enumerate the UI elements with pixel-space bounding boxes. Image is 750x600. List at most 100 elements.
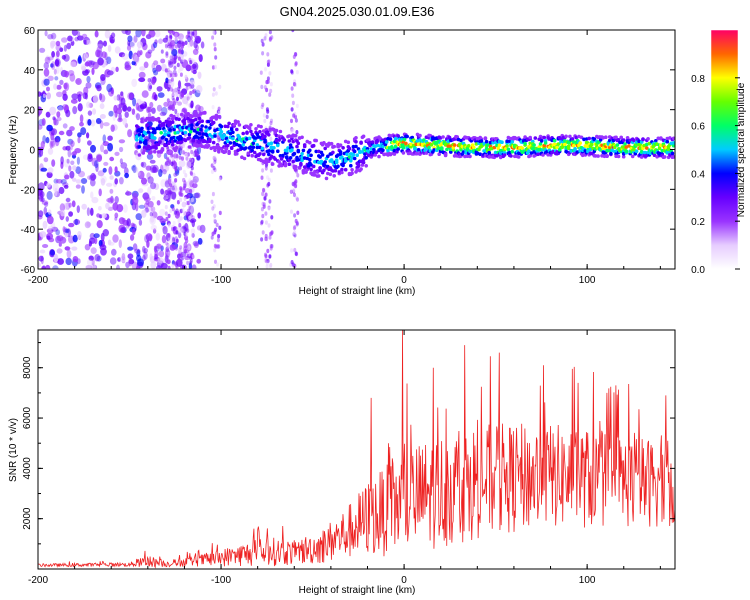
- spectrogram-band-blob: [217, 234, 221, 239]
- spectrogram-ridge-point: [245, 131, 249, 135]
- spectrogram-ridge-point: [259, 124, 263, 129]
- spectrogram-noise-blob: [60, 210, 66, 217]
- spectrogram-band-blob: [181, 57, 185, 63]
- spectrogram-noise-blob: [124, 172, 129, 179]
- spectrogram-band-blob: [167, 233, 171, 238]
- spectrogram-noise-blob: [100, 144, 104, 153]
- spectrogram-ridge-point: [302, 143, 307, 147]
- spectrogram-band-blob: [182, 141, 186, 146]
- spectrogram-ridge-point: [405, 134, 410, 139]
- spectrogram-noise-blob: [68, 222, 75, 228]
- spectrogram-band-blob: [165, 164, 168, 169]
- spectrogram-band-blob: [169, 87, 173, 92]
- spectrogram-noise-blob: [192, 240, 200, 247]
- spectrogram-ridge-point: [332, 144, 337, 149]
- spectrogram-noise-blob: [92, 94, 99, 104]
- spectrogram-noise-blob: [143, 251, 148, 260]
- spectrogram-ridge-point: [479, 139, 484, 143]
- spectrogram-ridge-point: [578, 141, 582, 145]
- spectrogram-band-blob: [168, 160, 172, 165]
- spectrogram-ridge-point: [393, 144, 398, 149]
- spectrogram-noise-blob: [90, 247, 97, 255]
- spectrogram-ridge-point: [158, 120, 162, 124]
- spectrogram-band-blob: [177, 86, 181, 92]
- spectrogram-band-blob: [173, 65, 177, 71]
- spectrogram-ridge-point: [203, 110, 207, 115]
- spectrogram-ridge-point: [609, 151, 613, 156]
- spectrogram-noise-blob: [181, 59, 189, 68]
- spectrogram-ridge-point: [598, 138, 603, 142]
- spectrogram-noise-blob: [46, 124, 53, 132]
- spectrogram-noise-blob: [130, 222, 135, 229]
- spectrogram-noise-blob: [121, 253, 126, 261]
- spectrogram-noise-blob: [141, 90, 149, 98]
- spectrogram-band-blob: [259, 70, 263, 75]
- spectrogram-noise-blob: [171, 186, 178, 193]
- spectrogram-ridge-point: [354, 140, 358, 144]
- spectrogram-ridge-point: [247, 126, 252, 130]
- spectrogram-ridge-point: [222, 133, 226, 138]
- spectrogram-ridge-point: [604, 135, 608, 139]
- spectrogram-noise-blob: [145, 51, 152, 59]
- spectrogram-noise-blob: [109, 188, 114, 194]
- spectrogram-ridge-point: [283, 161, 288, 166]
- spectrogram-noise-blob: [90, 172, 96, 181]
- spectrogram-ridge-point: [217, 150, 221, 154]
- spectrogram-band-blob: [167, 187, 171, 193]
- spectrogram-noise-blob: [101, 213, 108, 219]
- spectrogram-noise-blob: [163, 152, 168, 160]
- spectrogram-ridge-point: [429, 143, 434, 147]
- spectrogram-noise-blob: [106, 182, 113, 187]
- spectrogram-band-blob: [262, 113, 266, 118]
- spectrogram-noise-blob: [54, 58, 61, 67]
- spectrogram-noise-blob: [134, 112, 139, 118]
- spectrogram-noise-blob: [56, 50, 60, 58]
- spectrogram-noise-blob: [132, 243, 138, 251]
- spectrogram-noise-blob: [156, 86, 163, 92]
- spectrogram-noise-blob: [93, 233, 100, 239]
- spectrogram-noise-blob: [149, 164, 157, 174]
- spectrogram-band-blob: [261, 168, 265, 173]
- spectrogram-band-blob: [164, 44, 168, 49]
- spectrogram-band-blob: [167, 38, 171, 43]
- spectrogram-band-blob: [187, 43, 191, 48]
- spectrogram-ridge-point: [165, 120, 170, 124]
- spectrogram-ridge-point: [300, 135, 304, 140]
- spectrogram-ridge-point: [570, 137, 575, 141]
- spectrogram-ridge-point: [579, 135, 584, 140]
- spectrogram-ridge-point: [252, 150, 257, 155]
- spectrogram-noise-blob: [126, 218, 131, 227]
- spectrogram-ridge-point: [520, 146, 525, 151]
- spectrogram-band-blob: [266, 261, 269, 266]
- spectrogram-noise-blob: [140, 162, 144, 167]
- spectrogram-ridge-point: [360, 150, 365, 154]
- colorbar-tick-label: 0.6: [691, 122, 705, 133]
- spectrogram-band-blob: [189, 60, 193, 65]
- spectrogram-ridge-point: [296, 141, 301, 146]
- spectrogram-band-blob: [174, 87, 177, 93]
- spectrogram-noise-blob: [195, 104, 201, 112]
- spectrogram-band-blob: [212, 30, 216, 35]
- spectrogram-noise-blob: [197, 237, 203, 245]
- spectrogram-ridge-point: [341, 146, 345, 150]
- spectrogram-band-blob: [211, 92, 215, 97]
- spectrogram-ridge-point: [144, 139, 148, 143]
- spectrogram-noise-blob: [143, 196, 151, 202]
- spectrogram-noise-blob: [156, 200, 161, 206]
- spectrogram-noise-blob: [100, 74, 106, 81]
- spectrogram-band-blob: [176, 96, 179, 102]
- spectrogram-noise-blob: [83, 39, 87, 45]
- spectrogram-ridge-point: [666, 147, 671, 152]
- spectrogram-ridge-point: [443, 152, 448, 157]
- spectrogram-ridge-point: [293, 164, 298, 169]
- spectrogram-noise-blob: [106, 198, 113, 203]
- spectrogram-band-blob: [211, 35, 215, 40]
- spectrogram-band-blob: [260, 237, 264, 242]
- spectrogram-noise-blob: [139, 103, 147, 109]
- spectrogram-ridge-point: [332, 174, 337, 178]
- spectrogram-noise-blob: [126, 106, 132, 112]
- spectrogram-noise-blob: [118, 217, 125, 225]
- spectrogram-noise-blob: [67, 70, 75, 76]
- spectrogram-ridge-point: [151, 117, 156, 122]
